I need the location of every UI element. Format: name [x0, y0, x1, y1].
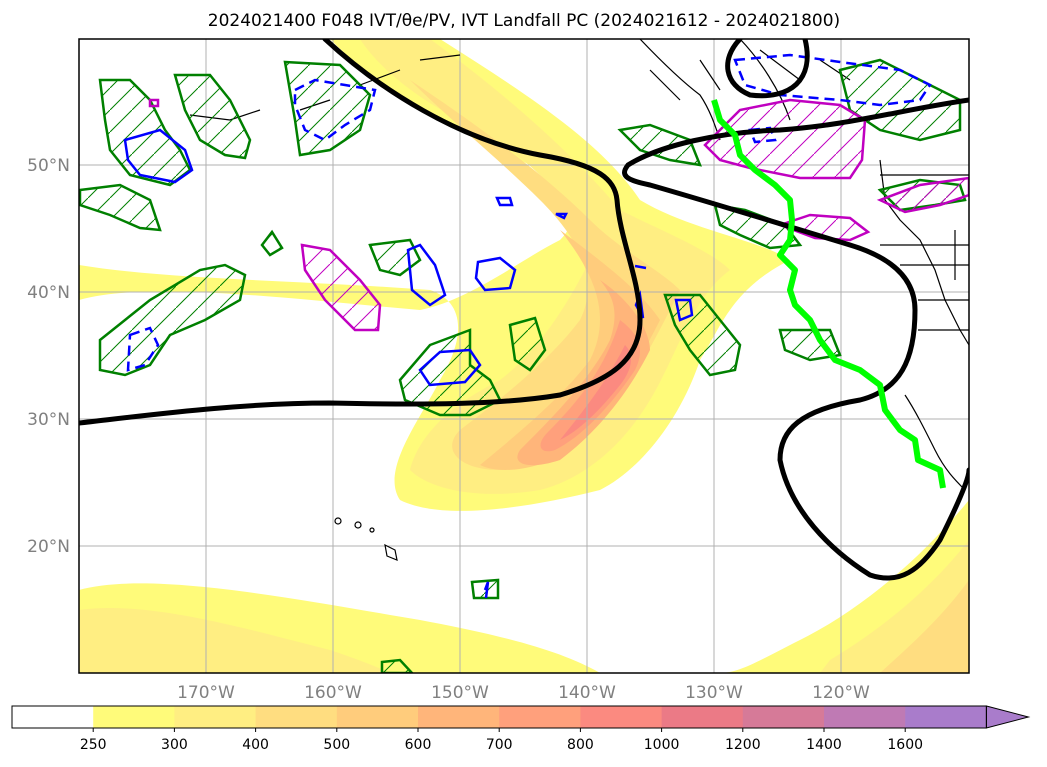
map-title: 2024021400 F048 IVT/θe/PV, IVT Landfall …: [208, 11, 840, 31]
lon-label-150w: 150°W: [431, 683, 489, 703]
pv-blue-dashed-contours: [126, 53, 932, 372]
colorbar-segment: [174, 706, 257, 728]
ivt-landfall-line: [711, 99, 946, 489]
colorbar-extend-arrow: [985, 705, 1031, 729]
colorbar-segment: [661, 706, 744, 728]
colorbar-segment: [418, 706, 500, 728]
colorbar-tick-label: 1200: [725, 737, 761, 753]
pv-blue-contours: [123, 128, 694, 599]
lon-label-160w: 160°W: [304, 683, 362, 703]
colorbar-tick-label: 1000: [644, 737, 680, 753]
theta-e-contours: [79, 39, 969, 581]
colorbar-segment: [824, 706, 906, 728]
colorbar-segment: [742, 706, 825, 728]
hawaii-islands: [334, 517, 398, 561]
lat-label-40n: 40°N: [27, 283, 70, 303]
colorbar-tick-label: 400: [242, 737, 269, 753]
pv-green-contours: [79, 58, 967, 673]
lon-label-120w: 120°W: [812, 683, 870, 703]
map-frame: [78, 38, 970, 674]
lon-label-140w: 140°W: [558, 683, 616, 703]
colorbar-tick-label: 600: [405, 737, 432, 753]
colorbar-tick-label: 500: [323, 737, 350, 753]
colorbar-segment: [905, 706, 987, 728]
colorbar-tick-label: 700: [486, 737, 513, 753]
colorbar-segment: [499, 706, 581, 728]
lon-label-130w: 130°W: [685, 683, 743, 703]
colorbar-segment: [12, 706, 94, 728]
colorbar: 250 300 400 500 600 700 800 1000 1200 1400 1600: [11, 705, 1031, 753]
colorbar-tick-label: 250: [80, 737, 107, 753]
colorbar-segment: [93, 706, 175, 728]
lat-label-50n: 50°N: [27, 156, 70, 176]
lat-label-20n: 20°N: [27, 537, 70, 557]
colorbar-segment: [255, 706, 338, 728]
colorbar-tick-label: 300: [161, 737, 188, 753]
lat-label-30n: 30°N: [27, 410, 70, 430]
latitude-labels: 50°N 40°N 30°N 20°N: [27, 156, 70, 557]
colorbar-tick-label: 1600: [887, 737, 923, 753]
colorbar-segment: [580, 706, 663, 728]
colorbar-segment: [336, 706, 419, 728]
colorbar-tick-label: 800: [567, 737, 594, 753]
map-panel: [79, 39, 969, 673]
longitude-labels: 170°W 160°W 150°W 140°W 130°W 120°W: [177, 683, 870, 703]
colorbar-tick-label: 1400: [806, 737, 842, 753]
lon-label-170w: 170°W: [177, 683, 235, 703]
